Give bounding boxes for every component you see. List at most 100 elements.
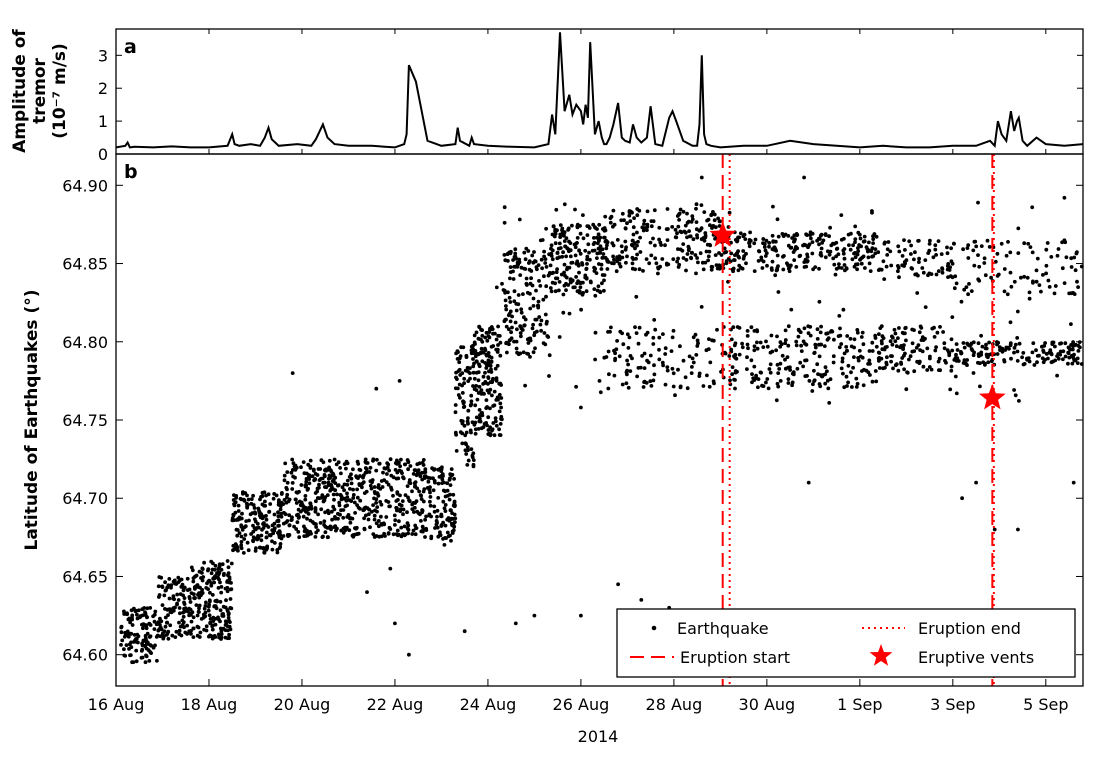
earthquake-point bbox=[204, 624, 209, 629]
earthquake-point bbox=[237, 531, 242, 535]
earthquake-point bbox=[368, 465, 373, 470]
earthquake-point bbox=[550, 257, 555, 262]
earthquake-point bbox=[508, 276, 512, 281]
earthquake-point bbox=[695, 338, 700, 343]
tremor-series-line bbox=[115, 32, 1084, 149]
earthquake-point bbox=[671, 257, 676, 261]
earthquake-point bbox=[226, 571, 231, 576]
earthquake-point bbox=[712, 212, 717, 217]
earthquake-point bbox=[473, 349, 478, 353]
earthquake-point bbox=[531, 350, 536, 355]
earthquake-point bbox=[423, 470, 428, 474]
earthquake-point bbox=[181, 588, 186, 593]
earthquake-point bbox=[785, 355, 790, 359]
earthquake-point bbox=[954, 281, 959, 286]
earthquake-point bbox=[256, 506, 261, 511]
earthquake-point bbox=[764, 251, 769, 256]
earthquake-point bbox=[532, 613, 537, 618]
earthquake-point bbox=[451, 492, 456, 497]
earthquake-point bbox=[706, 258, 710, 263]
earthquake-point bbox=[396, 498, 400, 502]
earthquake-point bbox=[606, 330, 610, 334]
earthquake-point bbox=[455, 349, 460, 353]
earthquake-point bbox=[548, 263, 553, 268]
earthquake-point bbox=[711, 224, 716, 228]
earthquake-point bbox=[830, 329, 835, 334]
earthquake-point bbox=[365, 461, 370, 465]
earthquake-point bbox=[478, 390, 483, 394]
earthquake-point bbox=[229, 561, 234, 566]
earthquake-point bbox=[584, 266, 589, 271]
earthquake-point bbox=[223, 586, 228, 591]
earthquake-point bbox=[605, 267, 610, 271]
earthquake-point bbox=[663, 352, 668, 356]
earthquake-point bbox=[332, 457, 337, 462]
earthquake-point bbox=[120, 638, 125, 643]
earthquake-point bbox=[417, 471, 421, 476]
earthquake-point bbox=[261, 546, 266, 551]
panel-b-ytick-label: 64.75 bbox=[62, 411, 108, 430]
earthquake-point bbox=[123, 633, 128, 638]
earthquake-point bbox=[515, 260, 520, 265]
earthquake-point bbox=[1035, 360, 1039, 365]
earthquake-point bbox=[971, 248, 976, 253]
earthquake-point bbox=[560, 226, 565, 231]
earthquake-point bbox=[277, 535, 282, 540]
earthquake-point bbox=[477, 384, 482, 389]
earthquake-point bbox=[351, 533, 356, 537]
earthquake-point bbox=[510, 314, 514, 319]
earthquake-point bbox=[705, 218, 709, 223]
earthquake-point bbox=[428, 499, 432, 504]
earthquake-point bbox=[406, 460, 411, 465]
earthquake-point bbox=[325, 493, 330, 497]
earthquake-point bbox=[783, 338, 788, 342]
earthquake-point bbox=[351, 467, 355, 472]
earthquake-point bbox=[942, 346, 947, 351]
earthquake-point bbox=[745, 355, 749, 360]
earthquake-point bbox=[631, 243, 635, 247]
earthquake-point bbox=[712, 381, 716, 386]
earthquake-point bbox=[902, 264, 906, 268]
earthquake-point bbox=[831, 256, 836, 261]
earthquake-point bbox=[458, 430, 463, 434]
earthquake-point bbox=[279, 492, 284, 496]
earthquake-point bbox=[616, 582, 620, 587]
earthquake-point bbox=[660, 360, 665, 365]
panel-b-xtick-label: 16 Aug bbox=[88, 695, 145, 714]
earthquake-point bbox=[231, 518, 236, 523]
earthquake-point bbox=[527, 267, 532, 272]
earthquake-point bbox=[1004, 253, 1009, 258]
earthquake-point bbox=[334, 528, 338, 533]
earthquake-point bbox=[314, 522, 318, 527]
earthquake-point bbox=[796, 334, 801, 339]
earthquake-point bbox=[657, 225, 662, 230]
earthquake-point bbox=[961, 341, 966, 345]
earthquake-point bbox=[687, 229, 691, 234]
earthquake-point bbox=[519, 334, 523, 339]
earthquake-point bbox=[210, 567, 215, 572]
earthquake-point bbox=[200, 578, 205, 583]
earthquake-point bbox=[978, 384, 982, 389]
earthquake-point bbox=[141, 638, 146, 643]
earthquake-point bbox=[355, 487, 359, 492]
earthquake-point bbox=[185, 632, 190, 636]
earthquake-point bbox=[877, 267, 882, 272]
earthquake-point bbox=[751, 376, 756, 381]
earthquake-point bbox=[126, 634, 131, 639]
earthquake-point bbox=[119, 643, 123, 647]
earthquake-point bbox=[352, 500, 357, 505]
earthquake-point bbox=[493, 416, 498, 421]
earthquake-point bbox=[165, 620, 169, 625]
earthquake-point bbox=[1027, 290, 1032, 295]
earthquake-point bbox=[728, 378, 732, 383]
earthquake-point bbox=[302, 505, 306, 509]
earthquake-point bbox=[1071, 340, 1075, 344]
earthquake-point bbox=[913, 250, 917, 255]
earthquake-point bbox=[317, 482, 321, 487]
earthquake-point bbox=[434, 522, 439, 527]
earthquake-point bbox=[1069, 291, 1074, 296]
earthquake-point bbox=[389, 487, 394, 492]
earthquake-point bbox=[617, 354, 622, 359]
earthquake-point bbox=[810, 231, 815, 236]
earthquake-point bbox=[408, 481, 413, 486]
